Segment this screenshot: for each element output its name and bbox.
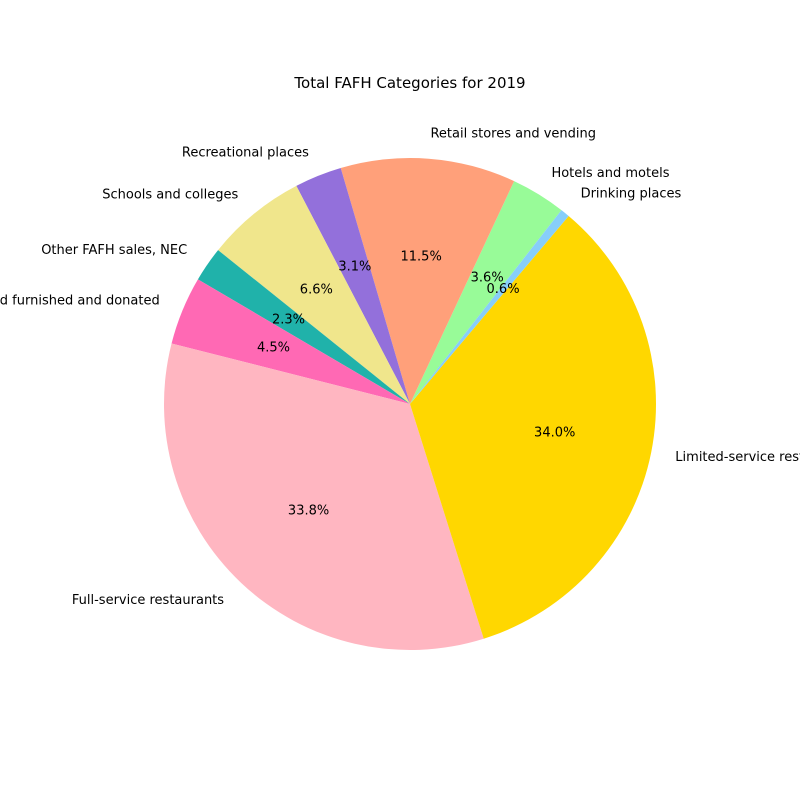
pct-label-food-furnished-and-donated: 4.5% — [257, 340, 290, 355]
slice-other-fafh-sales-nec — [197, 250, 410, 404]
pct-label-full-service-restaurants: 33.8% — [288, 504, 329, 519]
slice-recreational-places — [296, 167, 410, 404]
slice-hotels-and-motels — [410, 181, 562, 404]
slice-schools-and-colleges — [218, 185, 410, 404]
chart-title: Total FAFH Categories for 2019 — [293, 74, 525, 92]
slice-food-furnished-and-donated — [171, 279, 410, 404]
slice-full-service-restaurants — [164, 343, 484, 650]
pct-label-drinking-places: 0.6% — [487, 282, 520, 297]
slice-label-retail-stores-and-vending: Retail stores and vending — [430, 127, 596, 142]
pie-labels: Hotels and motels 3.6% Retail stores and v… — [0, 127, 800, 608]
pct-label-limited-service-restaurants: 34.0% — [534, 426, 575, 441]
slice-label-food-furnished-and-donated: Food furnished and donated — [0, 294, 160, 309]
slice-drinking-places — [410, 210, 569, 404]
slice-label-recreational-places: Recreational places — [182, 145, 309, 160]
pct-label-other-fafh-sales-nec: 2.3% — [272, 313, 305, 328]
slice-limited-service-restaurants — [410, 215, 656, 639]
slice-label-limited-service-restaurants: Limited-service restaurants — [675, 450, 800, 465]
slice-label-schools-and-colleges: Schools and colleges — [102, 187, 238, 202]
pct-label-schools-and-colleges: 6.6% — [300, 282, 333, 297]
slice-label-full-service-restaurants: Full-service restaurants — [72, 593, 224, 608]
slice-label-other-fafh-sales-nec: Other FAFH sales, NEC — [41, 243, 187, 258]
pie-slices — [164, 158, 656, 650]
pct-label-recreational-places: 3.1% — [338, 260, 371, 275]
pct-label-retail-stores-and-vending: 11.5% — [401, 249, 442, 264]
slice-label-hotels-and-motels: Hotels and motels — [551, 166, 669, 181]
pct-label-hotels-and-motels: 3.6% — [471, 271, 504, 286]
slice-label-drinking-places: Drinking places — [581, 186, 682, 201]
slice-retail-stores-and-vending — [340, 158, 515, 404]
